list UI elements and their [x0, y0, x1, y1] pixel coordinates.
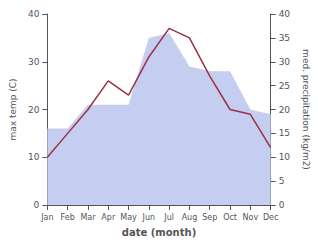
- svg-text:date (month): date (month): [122, 227, 196, 238]
- svg-text:Mar: Mar: [80, 213, 96, 222]
- svg-text:Jul: Jul: [163, 213, 174, 222]
- svg-text:Apr: Apr: [101, 213, 116, 222]
- svg-text:Jan: Jan: [40, 213, 53, 222]
- svg-text:Feb: Feb: [61, 213, 75, 222]
- svg-text:30: 30: [28, 57, 40, 67]
- svg-text:Oct: Oct: [223, 213, 237, 222]
- svg-text:40: 40: [279, 9, 291, 19]
- svg-text:10: 10: [28, 152, 40, 162]
- svg-text:May: May: [120, 213, 137, 222]
- svg-text:Nov: Nov: [243, 213, 259, 222]
- svg-text:0: 0: [279, 200, 285, 210]
- svg-text:Dec: Dec: [263, 213, 278, 222]
- svg-text:35: 35: [279, 33, 290, 43]
- svg-text:5: 5: [279, 176, 285, 186]
- svg-text:25: 25: [279, 81, 290, 91]
- svg-text:20: 20: [28, 105, 40, 115]
- svg-text:med. precipitation (kg/m2): med. precipitation (kg/m2): [301, 49, 311, 170]
- svg-text:20: 20: [279, 105, 291, 115]
- svg-text:40: 40: [28, 9, 40, 19]
- svg-text:max temp (C): max temp (C): [8, 78, 18, 140]
- svg-text:0: 0: [34, 200, 40, 210]
- svg-text:Aug: Aug: [182, 213, 198, 222]
- svg-text:10: 10: [279, 152, 291, 162]
- svg-text:30: 30: [279, 57, 291, 67]
- svg-text:15: 15: [279, 128, 290, 138]
- svg-text:Jun: Jun: [142, 213, 156, 222]
- svg-text:Sep: Sep: [202, 213, 217, 222]
